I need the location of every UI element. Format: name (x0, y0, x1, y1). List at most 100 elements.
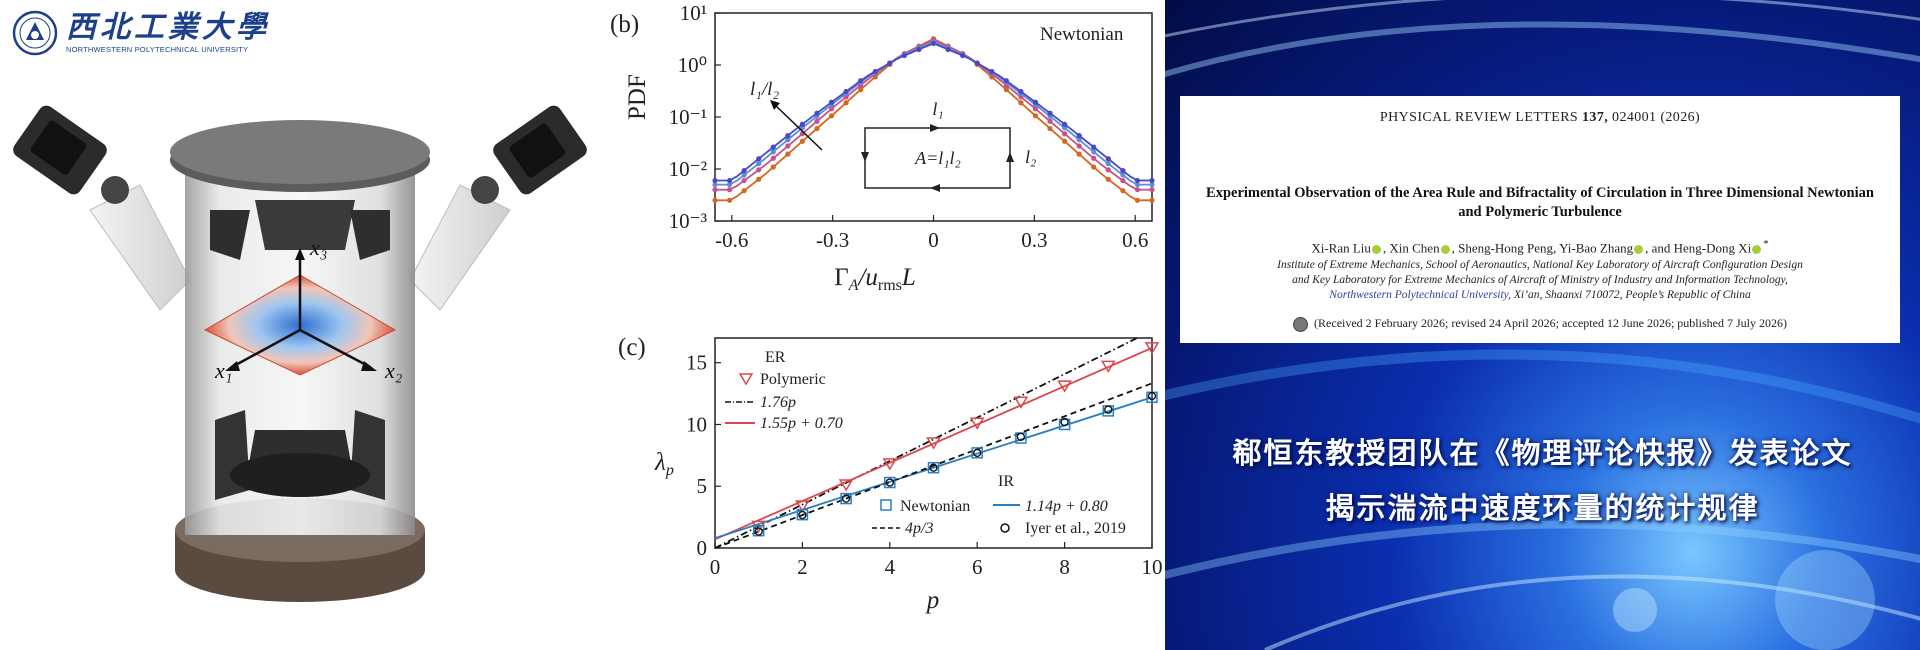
chart-b-point (1076, 133, 1082, 139)
author-list: Xi-Ran Liu, Xin Chen, Sheng-Hong Peng, Y… (1311, 238, 1769, 256)
affiliation-line-1: Institute of Extreme Mechanics, School o… (1277, 259, 1803, 271)
chart-b-point (726, 197, 733, 203)
chart-b-point (814, 125, 820, 132)
logo-chinese-name: 西北工業大學 (66, 10, 270, 45)
chart-b-point (843, 100, 849, 106)
chart-c-point (1144, 342, 1160, 355)
chart-b-point (1105, 176, 1111, 182)
chart-b-point (1134, 187, 1141, 193)
chart-c-point (798, 510, 807, 520)
chart-b-point (872, 68, 878, 75)
charts-svg: -0.6 -0.3 0 0.3 0.6 10⁻³ 10⁻² 10⁻¹ 10⁰ 10¹ (b) Ne… (610, 1, 1163, 614)
chart-c-point (1104, 405, 1113, 414)
right-camera-icon (471, 105, 587, 204)
author-name: Yi-Bao Zhang (1559, 240, 1634, 256)
chart-b-point (785, 133, 791, 139)
chart-c-point (838, 479, 854, 492)
chart-b-ytick-label: 10⁰ (678, 53, 707, 77)
chart-b-point (1091, 149, 1097, 155)
chart-b-point (712, 177, 718, 184)
left-panel: 西北工業大學 NORTHWESTERN POLYTECHNICAL UNIVER… (0, 0, 600, 650)
chart-b-point (901, 52, 907, 59)
chart-b-point (712, 197, 718, 203)
chart-b-point (1105, 161, 1111, 167)
chart-c-point (929, 463, 938, 472)
chart-b-point (1003, 78, 1009, 84)
orcid-icon[interactable] (1371, 244, 1381, 254)
orcid-icon[interactable] (1440, 244, 1450, 254)
chart-b-arrow-label: l₁/l₂ (750, 79, 779, 100)
chart-b-point (1047, 125, 1053, 132)
chart-b-point (1149, 187, 1155, 193)
chart-c-ytick-label: 15 (686, 351, 707, 375)
chart-b-xtick-label: -0.6 (715, 228, 748, 252)
chart-c-point (884, 476, 896, 489)
chart-b-point (1032, 106, 1039, 112)
paper-title: Experimental Observation of the Area Rul… (1206, 185, 1874, 220)
legend-polymeric: Polymeric (760, 371, 826, 388)
chart-b-point (1076, 151, 1082, 157)
legend-176: 1.76p (760, 394, 796, 411)
legend-4p3: 4p/3 (905, 520, 933, 537)
chart-b-point (741, 172, 747, 178)
chart-b-point (858, 78, 864, 84)
chart-c-xtick-label: 8 (1059, 555, 1070, 579)
journal-name: PHYSICAL REVIEW LETTERS (1379, 110, 1579, 125)
chart-b-point (1018, 100, 1024, 106)
chart-b-xtick-label: 0 (928, 228, 939, 252)
chart-b-point (799, 121, 805, 127)
chart-b-point (1091, 144, 1097, 150)
chart-b-point (756, 167, 762, 173)
affiliation-address: Xi’an, Shaanxi 710072, People’s Republic… (1511, 289, 1751, 301)
chart-c-fit-line (714, 337, 1138, 549)
author-name: Xi-Ran Liu (1311, 240, 1371, 256)
chart-b-box-top-label: l₁ (932, 99, 943, 119)
legend-ir-heading: IR (998, 473, 1014, 490)
chart-b-point (770, 149, 776, 155)
chart-b-point (1134, 177, 1141, 184)
chart-b-xlabel: ΓA/urmsL (834, 264, 916, 294)
legend-polymeric-marker-icon (738, 373, 754, 386)
chart-c-point (796, 508, 809, 521)
orcid-icon[interactable] (1634, 244, 1644, 254)
chart-b-ytick-label: 10⁻¹ (669, 105, 707, 129)
chart-b-point (785, 137, 791, 143)
author-name: Xin Chen (1389, 240, 1440, 256)
chart-b-point (887, 60, 893, 66)
crossmark-icon[interactable] (1293, 316, 1309, 332)
received-text: (Received 2 February 2026; revised 24 Ap… (1314, 316, 1787, 330)
chart-b-point (785, 143, 791, 149)
author-name: Sheng-Hong Peng (1458, 240, 1554, 256)
chart-b-point (1032, 99, 1039, 105)
paper-card: PHYSICAL REVIEW LETTERS 137, 024001 (202… (1180, 96, 1900, 343)
chart-c-point (754, 527, 763, 536)
chart-c-point (882, 458, 898, 471)
chart-c-point (840, 492, 852, 505)
chart-b-xtick-label: 0.3 (1021, 228, 1047, 252)
chart-b-box-arrow-right-icon (1006, 152, 1014, 162)
chart-c-xtick-label: 6 (972, 555, 983, 579)
chart-c-point (927, 461, 940, 474)
chart-b-point (1120, 172, 1126, 178)
chart-b-point (989, 68, 995, 75)
chart-c-ylabel: λp (654, 449, 674, 479)
chart-b-point (1062, 131, 1068, 137)
chart-b-arrow (774, 104, 823, 151)
chart-c-point (1060, 417, 1069, 427)
chart-b-point (1091, 164, 1097, 170)
journal-article: 024001 (2026) (1612, 110, 1701, 125)
legend-er-heading: ER (765, 349, 786, 366)
chart-b-xtick-label: -0.3 (816, 228, 849, 252)
chart-c-panel-label: (c) (618, 334, 646, 361)
chart-b-point (828, 99, 835, 105)
chart-b-point (712, 187, 718, 193)
chart-b-ytick-label: 10⁻² (669, 157, 707, 181)
chart-b-point (1091, 155, 1097, 161)
experiment-apparatus-illustration: x₃ x₁ x₂ (13, 105, 587, 602)
legend-newtonian: Newtonian (900, 498, 970, 515)
affiliation-university-link[interactable]: Northwestern Polytechnical University, (1329, 289, 1512, 301)
chart-c-point (1013, 396, 1029, 409)
chart-c-xtick-label: 4 (885, 555, 896, 579)
orcid-icon[interactable] (1752, 244, 1762, 254)
chart-b-box-right-label: l₂ (1025, 147, 1036, 167)
